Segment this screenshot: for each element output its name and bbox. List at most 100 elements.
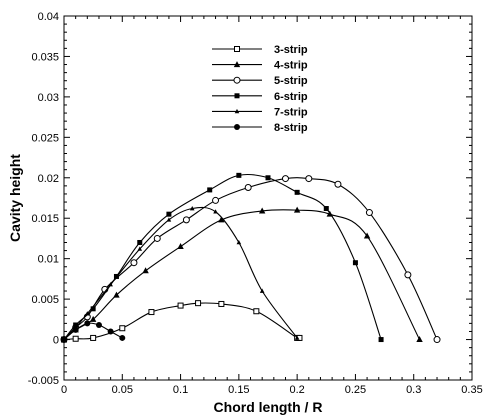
data-point	[294, 189, 300, 195]
legend-marker	[234, 93, 240, 99]
x-tick-label: 0.2	[289, 384, 304, 396]
x-tick-label: 0	[61, 384, 67, 396]
y-tick-label: 0.015	[31, 213, 59, 225]
data-point	[107, 328, 114, 335]
legend-label: 7-strip	[274, 106, 308, 118]
data-point	[166, 217, 172, 222]
series-5-strip	[60, 175, 441, 344]
data-point	[90, 334, 97, 341]
x-tick-label: 0.1	[173, 384, 188, 396]
legend-marker	[234, 124, 240, 130]
data-point	[90, 306, 96, 312]
data-point	[137, 239, 143, 245]
series-6-strip	[61, 172, 384, 343]
legend-label: 8-strip	[274, 122, 308, 134]
data-point	[130, 259, 138, 267]
y-axis-title: Cavity height	[7, 154, 23, 242]
data-point	[218, 216, 225, 223]
data-point	[177, 243, 184, 250]
data-point	[153, 234, 161, 242]
legend-item-8-strip: 8-strip	[212, 122, 308, 134]
data-point	[433, 336, 441, 344]
series-line	[63, 206, 298, 340]
data-point	[84, 320, 91, 327]
data-point	[113, 291, 120, 298]
legend-label: 3-strip	[274, 44, 308, 56]
data-point	[72, 326, 79, 333]
x-tick-label: 0.05	[112, 384, 133, 396]
y-tick-label: 0.025	[31, 132, 59, 144]
legend-item-6-strip: 6-strip	[212, 91, 308, 103]
series-3-strip	[61, 300, 303, 343]
axis-ticks: 0 0.05 0.1 0.15 0.2 0.25 0.3 0.35-0.00500.0050.…	[28, 11, 483, 396]
data-point	[294, 335, 300, 340]
data-point	[95, 321, 102, 328]
x-tick-label: 0.3	[406, 384, 421, 396]
series-7-strip	[61, 206, 300, 342]
data-point	[259, 288, 265, 293]
data-point	[72, 335, 79, 342]
series-8-strip	[61, 320, 126, 343]
data-point	[404, 271, 412, 279]
data-point	[323, 206, 329, 212]
data-point	[365, 209, 373, 217]
legend-label: 5-strip	[274, 75, 308, 87]
data-point	[142, 267, 149, 274]
data-point	[119, 325, 126, 332]
data-point	[244, 183, 252, 191]
data-point	[253, 308, 260, 315]
data-point	[236, 172, 242, 178]
y-tick-label: 0.005	[31, 294, 59, 306]
data-point	[61, 336, 67, 343]
data-point	[177, 302, 184, 309]
y-tick-label: 0.02	[38, 173, 59, 185]
data-point	[334, 180, 342, 188]
plot-frame	[63, 15, 473, 381]
data-point	[182, 216, 190, 224]
legend-marker	[234, 108, 240, 114]
data-point	[265, 175, 271, 181]
series-4-strip	[60, 206, 423, 343]
data-point	[108, 282, 113, 287]
legend: 3-strip 4-strip 5-strip 6-strip 7-strip 8-str…	[212, 44, 308, 134]
data-point	[137, 246, 143, 251]
data-point	[293, 206, 301, 213]
y-tick-label: 0	[53, 335, 59, 347]
x-tick-label: 0.35	[461, 384, 482, 396]
series-line	[63, 177, 438, 340]
data-point	[305, 175, 313, 183]
data-point	[119, 334, 126, 341]
data-point	[352, 260, 358, 266]
data-point	[189, 206, 195, 211]
data-point	[218, 300, 225, 307]
series-lines	[60, 172, 441, 344]
legend-marker	[234, 46, 240, 52]
data-point	[213, 209, 218, 214]
legend-item-3-strip: 3-strip	[212, 44, 308, 56]
y-tick-label: 0.03	[38, 92, 59, 104]
data-point	[207, 187, 213, 193]
legend-label: 6-strip	[274, 91, 308, 103]
data-point	[195, 300, 202, 307]
legend-item-5-strip: 5-strip	[212, 75, 308, 87]
data-point	[148, 309, 155, 316]
y-tick-label: 0.04	[38, 11, 59, 23]
data-point	[258, 207, 266, 214]
data-point	[166, 211, 172, 217]
y-tick-label: 0.035	[31, 51, 59, 63]
data-point	[281, 175, 289, 183]
data-point	[212, 196, 220, 204]
legend-marker	[233, 61, 241, 68]
data-point	[89, 315, 97, 322]
x-tick-label: 0.15	[228, 384, 249, 396]
data-point	[378, 337, 384, 343]
data-point	[236, 239, 242, 245]
y-tick-label: -0.005	[28, 375, 59, 387]
x-tick-label: 0.25	[345, 384, 366, 396]
legend-item-7-strip: 7-strip	[212, 106, 308, 118]
legend-marker	[233, 76, 241, 84]
data-point	[416, 336, 423, 343]
legend-item-4-strip: 4-strip	[212, 60, 308, 72]
x-axis-title: Chord length / R	[214, 399, 323, 415]
